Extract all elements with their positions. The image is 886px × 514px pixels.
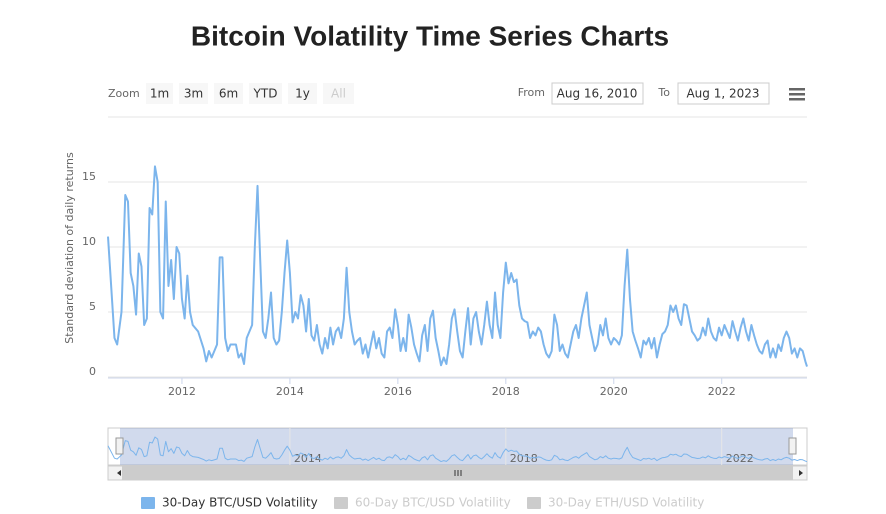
navigator-mask[interactable] [120,428,793,465]
zoom-label: Zoom [108,87,140,100]
legend: 30-Day BTC/USD Volatility 60-Day BTC/USD … [141,496,704,510]
legend-item[interactable]: 60-Day BTC/USD Volatility [334,496,511,510]
button-bg [288,83,317,104]
range-buttons: 1m 3m 6m YTD 1y All [146,83,354,104]
series-line [107,165,808,367]
button-label: 1m [150,87,169,101]
range-button[interactable]: 6m [214,83,243,104]
navigator-tick-label: 2018 [510,452,538,465]
y-tick-label: 10 [82,235,96,248]
menu-bar [789,88,805,91]
button-label: YTD [253,87,278,101]
button-label: 6m [219,87,238,101]
scroll-arrow-right[interactable] [799,470,803,476]
range-button[interactable]: 1m [146,83,173,104]
navigator-line [107,436,808,463]
navigator-series: 2014 2018 2022 [107,428,808,465]
legend-label: 30-Day BTC/USD Volatility [162,496,318,510]
legend-label: 30-Day ETH/USD Volatility [548,496,704,510]
range-button[interactable]: YTD [249,83,282,104]
button-bg [249,83,282,104]
legend-symbol [527,497,541,509]
navigator-handle[interactable] [115,437,124,455]
button-bg [214,83,243,104]
y-tick-label: 15 [82,170,96,183]
to-label: To [657,86,670,99]
button-bg [179,83,208,104]
button-label: 1y [295,87,310,101]
scrollbar-grip [454,470,462,476]
x-tick-label: 2012 [168,385,196,398]
y-axis-label: Standard deviation of daily returns [63,152,76,344]
button-label: All [331,87,346,101]
x-tick-label: 2016 [384,385,412,398]
legend-item[interactable]: 30-Day BTC/USD Volatility [141,496,318,510]
x-tick-label: 2018 [492,385,520,398]
menu-bar [789,93,805,96]
range-button[interactable]: 1y [288,83,317,104]
legend-label: 60-Day BTC/USD Volatility [355,496,511,510]
legend-symbol [141,497,155,509]
from-value[interactable]: Aug 16, 2010 [557,87,638,101]
navigator-tick-label: 2014 [294,452,322,465]
range-button[interactable]: 3m [179,83,208,104]
chart-title: Bitcoin Volatility Time Series Charts [191,20,669,51]
menu-bar [789,98,805,101]
legend-symbol [334,497,348,509]
x-tick-label: 2022 [708,385,736,398]
x-tick-label: 2020 [600,385,628,398]
button-label: 3m [184,87,203,101]
x-tick-label: 2014 [276,385,304,398]
y-tick-label: 5 [89,300,96,313]
y-tick-label: 0 [89,365,96,378]
navigator-handle[interactable] [788,437,797,455]
button-bg [146,83,173,104]
to-value[interactable]: Aug 1, 2023 [686,87,759,101]
navigator-tick-label: 2022 [726,452,754,465]
legend-item[interactable]: 30-Day ETH/USD Volatility [527,496,704,510]
scroll-arrow-left[interactable] [117,470,121,476]
from-label: From [518,86,545,99]
button-bg [323,83,354,104]
from-input[interactable] [551,82,644,105]
to-input[interactable] [677,82,770,105]
menu-button[interactable] [789,88,805,101]
range-button: All [323,83,354,104]
